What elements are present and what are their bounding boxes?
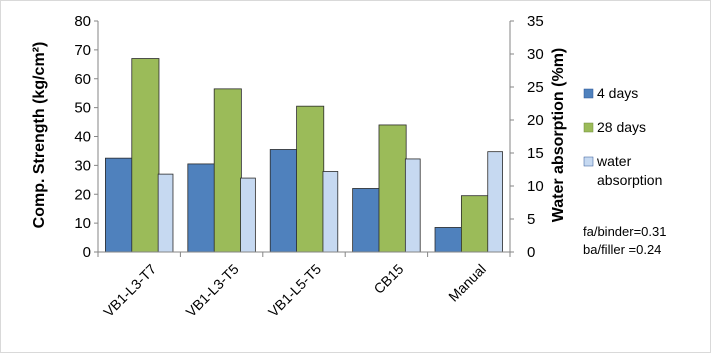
bar-4-days-3 (352, 188, 381, 253)
y2-tick-label-3: 15 (527, 145, 544, 162)
bar-4-days-1 (187, 163, 216, 253)
y-tick-label-5: 50 (74, 100, 91, 117)
right-axis-ticks: 0 5 10 15 20 25 30 35 (510, 13, 544, 261)
bar-4-days-0 (105, 157, 134, 253)
bar-water-absorption-3 (404, 158, 421, 253)
legend-label-4-days: 4 days (597, 85, 638, 101)
bar-4-days-2 (269, 149, 298, 253)
annotation-fa-binder: fa/binder=0.31 (583, 224, 666, 239)
bars-group (105, 58, 503, 253)
bar-28-days-2 (296, 105, 325, 253)
legend-swatch-water-absorption (583, 156, 594, 167)
bar-water-absorption-1 (240, 177, 256, 253)
bar-28-days-4 (460, 195, 489, 253)
bar-water-absorption-4 (487, 151, 503, 253)
y2-tick-label-1: 5 (527, 211, 535, 228)
y2-tick-label-5: 25 (527, 79, 544, 96)
bar-28-days-3 (378, 124, 407, 253)
y-tick-label-4: 40 (74, 129, 91, 146)
bar-4-days-4 (434, 227, 463, 253)
left-axis-ticks: 0 10 20 30 40 50 60 70 80 (74, 13, 98, 261)
bar-water-absorption-0 (157, 173, 174, 253)
y2-tick-label-2: 10 (527, 178, 544, 195)
legend-label-absorption: absorption (597, 172, 662, 188)
axes-group (97, 21, 511, 257)
bar-28-days-0 (131, 58, 160, 253)
legend-swatch-28-days (583, 122, 594, 133)
legend: 4 days 28 days water absorption (583, 85, 662, 188)
y-tick-label-8: 80 (74, 13, 91, 30)
legend-label-28-days: 28 days (597, 119, 646, 135)
legend-swatch-4-days (583, 88, 594, 99)
y-tick-label-2: 20 (74, 186, 91, 203)
y-axis-title: Comp. Strength (kg/cm²) (31, 42, 48, 229)
y-tick-label-7: 70 (74, 42, 91, 59)
y-tick-label-6: 60 (74, 71, 91, 88)
bar-28-days-1 (213, 88, 242, 253)
y-tick-label-3: 30 (74, 157, 91, 174)
y-tick-label-1: 10 (74, 215, 91, 232)
legend-label-water: water (596, 153, 632, 169)
y2-tick-label-0: 0 (527, 244, 535, 261)
y2-axis-title: Water absorption (%m) (550, 48, 567, 223)
y2-tick-label-6: 30 (527, 46, 544, 63)
bar-water-absorption-2 (322, 171, 339, 253)
y2-tick-label-7: 35 (527, 13, 544, 30)
annotation-ba-filler: ba/filler =0.24 (583, 242, 661, 257)
y2-tick-label-4: 20 (527, 112, 544, 129)
y-tick-label-0: 0 (83, 244, 91, 261)
